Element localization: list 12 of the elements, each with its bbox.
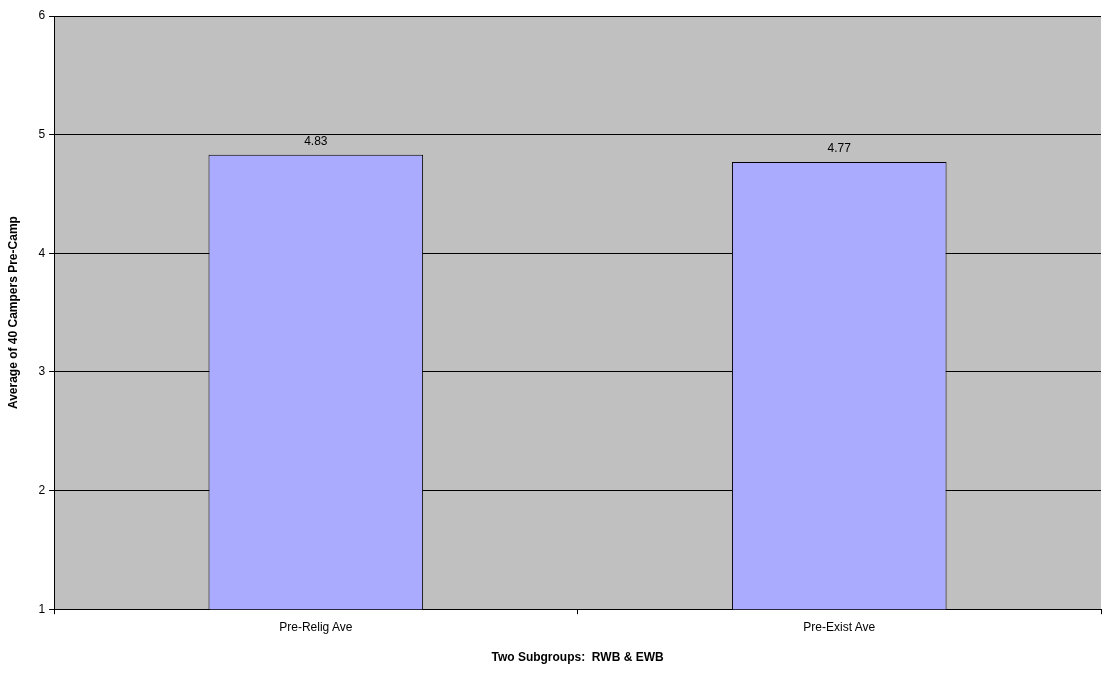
y-tick-label: 1	[38, 601, 46, 616]
x-tick-label: Pre-Exist Ave	[803, 619, 876, 634]
data-label: 4.77	[827, 141, 852, 156]
x-tick-label: Pre-Relig Ave	[279, 619, 353, 634]
y-tick-label: 6	[38, 8, 46, 23]
data-label: 4.83	[304, 134, 328, 149]
y-tick-label: 5	[38, 126, 46, 141]
x-axis-title: Two Subgroups: RWB & EWB	[491, 650, 664, 665]
y-tick-label: 2	[38, 482, 46, 497]
y-axis-title: Average of 40 Campers Pre-Camp	[5, 216, 20, 410]
y-tick-label: 3	[38, 364, 46, 379]
y-tick-label: 4	[38, 245, 46, 260]
